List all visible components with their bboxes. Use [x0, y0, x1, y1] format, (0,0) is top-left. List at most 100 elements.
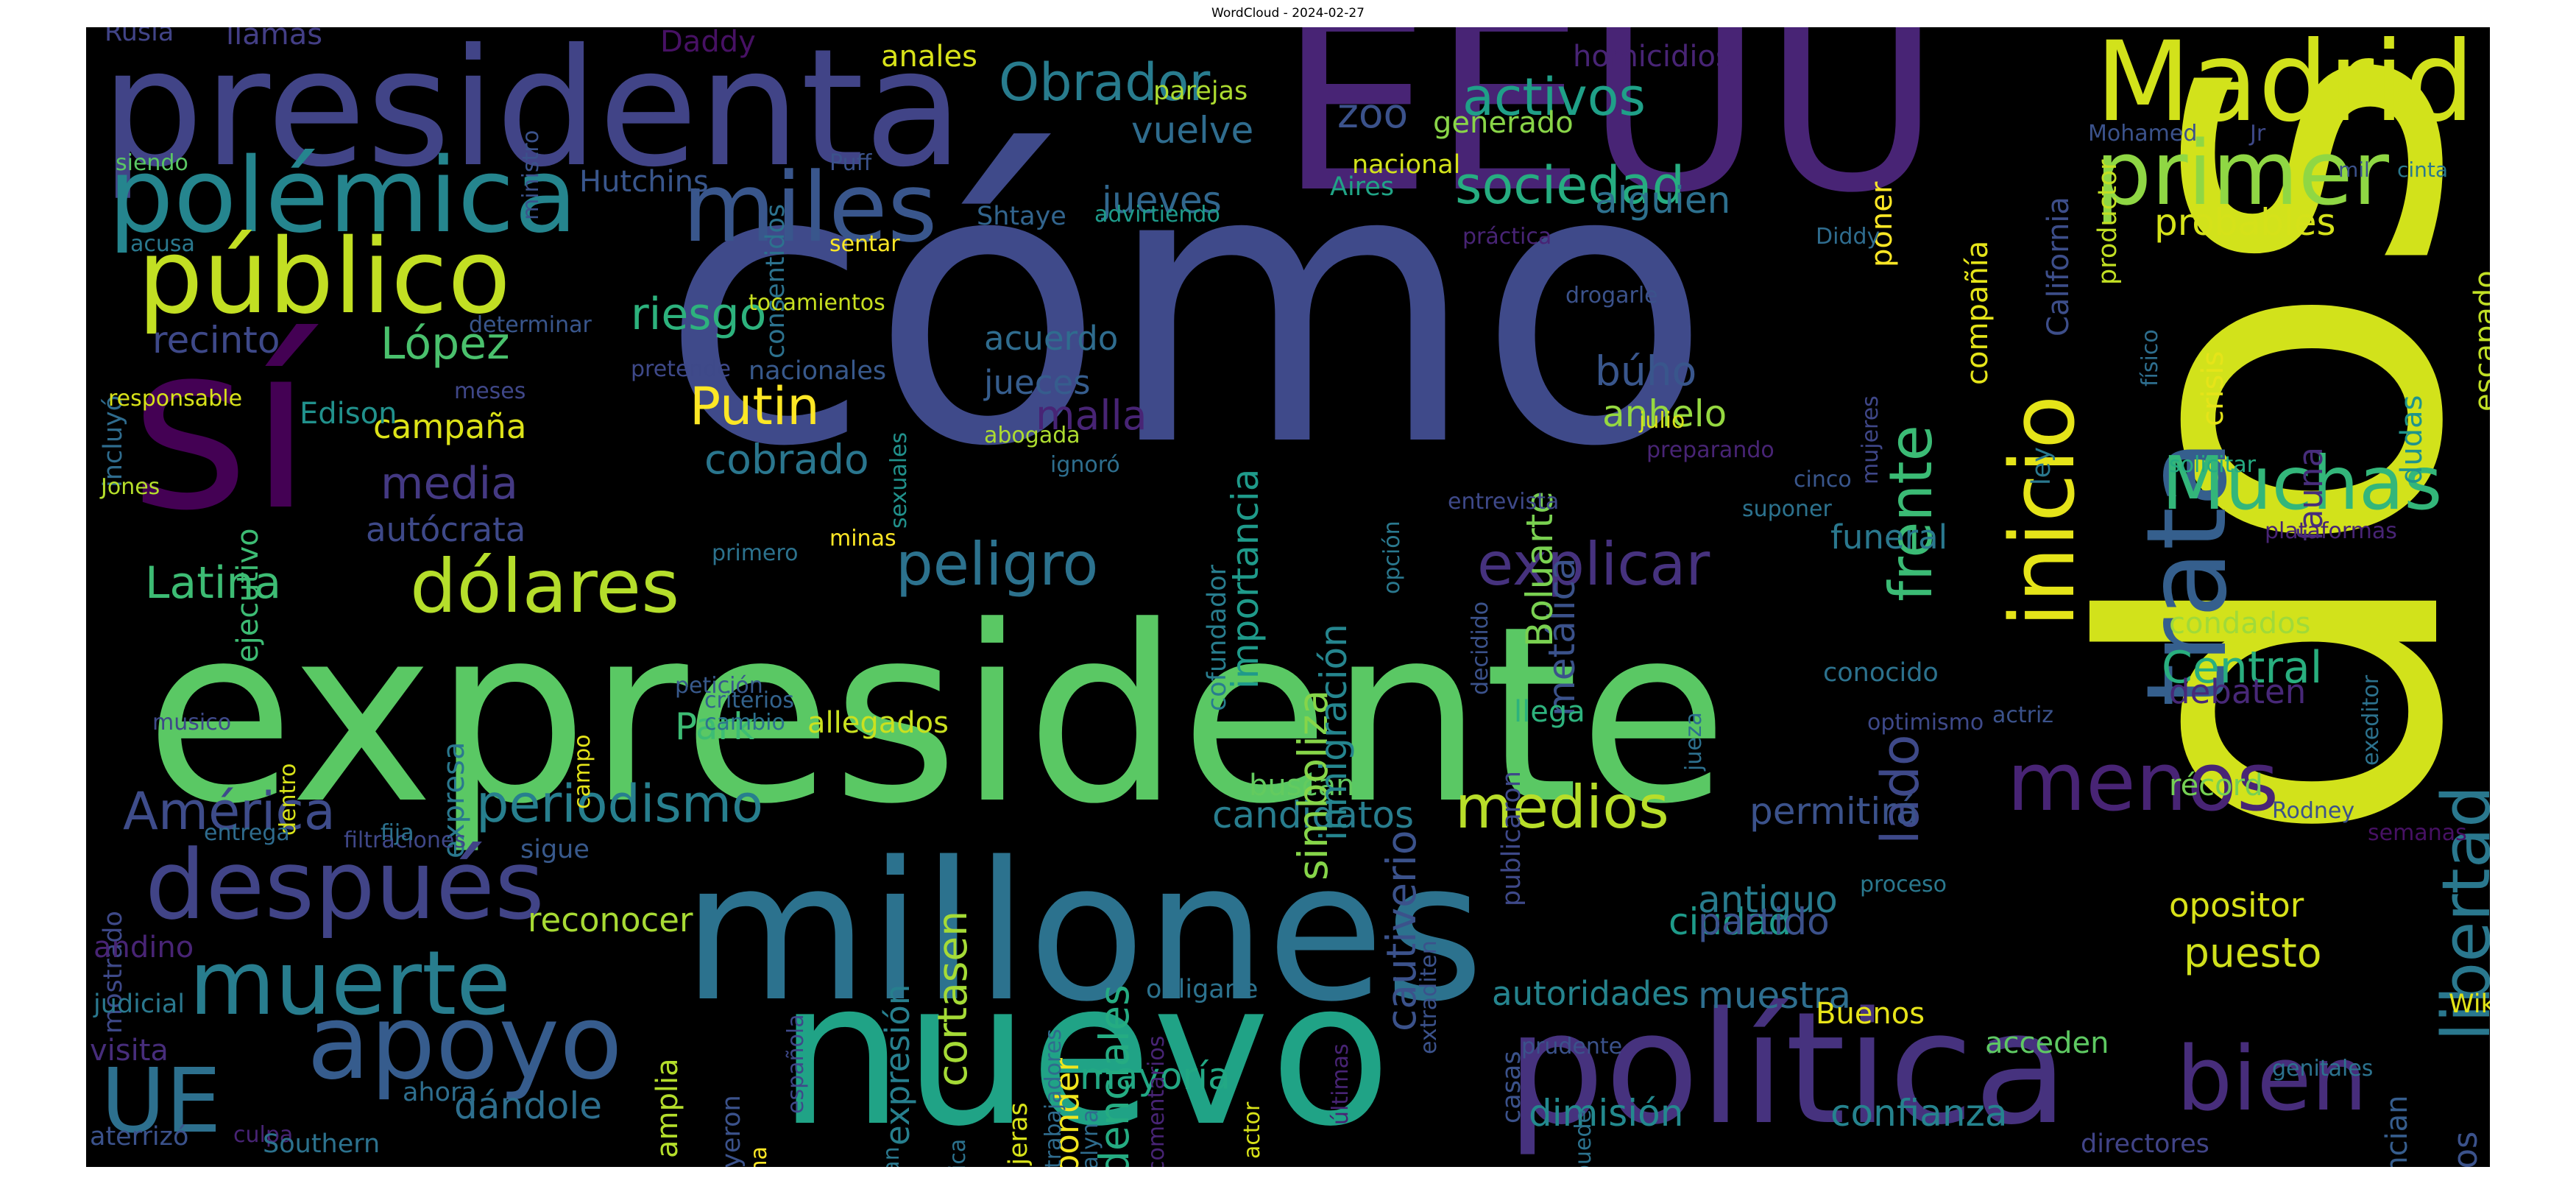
- word-159: proceso: [1860, 872, 1947, 897]
- word-188: reclama: [746, 1146, 772, 1167]
- word-2: expresidente: [145, 574, 1729, 857]
- word-29: América: [123, 781, 336, 842]
- word-66: funeral: [1830, 518, 1948, 557]
- word-23: bien: [2176, 1029, 2368, 1131]
- word-20: muerte: [189, 933, 511, 1035]
- word-148: Mohamed: [2088, 121, 2198, 147]
- word-158: semanas: [2368, 820, 2467, 846]
- word-83: jueces: [984, 363, 1091, 402]
- word-145: suponer: [1742, 496, 1832, 522]
- word-185: ahora: [403, 1078, 477, 1107]
- word-115: siendo: [116, 150, 188, 176]
- word-95: acceden: [1985, 1026, 2109, 1060]
- word-105: Aires: [1330, 172, 1395, 202]
- word-22: UE: [101, 1051, 222, 1153]
- word-68: debaten: [2169, 672, 2307, 711]
- word-89: escapado: [2469, 270, 2490, 412]
- word-70: candidatos: [1212, 794, 1415, 836]
- word-128: responsable: [108, 386, 243, 412]
- word-184: aterrizó: [90, 1122, 189, 1151]
- word-37: media: [381, 458, 518, 509]
- word-18: menos: [2007, 735, 2279, 829]
- word-157: Rodney: [2272, 798, 2355, 824]
- word-192: energética: [945, 1139, 971, 1167]
- word-14: inicio: [1992, 395, 2095, 627]
- word-74: inmigración: [1312, 624, 1355, 841]
- word-52: cobrado: [704, 436, 869, 483]
- word-189: destruyeron: [717, 1095, 746, 1167]
- word-155: conocido: [1823, 658, 1939, 688]
- word-25: medios: [1455, 773, 1669, 842]
- word-104: nacional: [1352, 150, 1461, 180]
- word-175: filtraciones: [344, 828, 466, 853]
- word-170: criterios: [704, 688, 795, 713]
- word-191: española: [783, 1014, 809, 1114]
- word-96: Buenos: [1816, 997, 1925, 1031]
- word-146: ley: [2027, 447, 2056, 485]
- word-90: dudas: [2395, 395, 2429, 484]
- word-12: Madrid: [2095, 27, 2475, 147]
- word-28: periodismo: [476, 774, 763, 834]
- word-42: opositor: [2169, 886, 2304, 925]
- word-19: después: [145, 829, 545, 941]
- word-47: confianza: [1830, 1092, 2008, 1135]
- word-36: López: [381, 318, 510, 370]
- word-161: casas: [1497, 1051, 1526, 1124]
- word-194: Halyna: [1078, 1109, 1103, 1167]
- word-186: Southern: [263, 1129, 381, 1159]
- word-59: probables: [2154, 201, 2336, 244]
- word-195: prudente: [1521, 1034, 1623, 1059]
- word-120: acusa: [130, 231, 195, 257]
- word-156: jueza: [1681, 712, 1707, 771]
- word-129: abogada: [984, 423, 1080, 448]
- word-130: ignoró: [1050, 452, 1120, 478]
- word-187: amplia: [651, 1058, 684, 1158]
- word-110: anales: [881, 40, 977, 74]
- word-169: petición: [675, 673, 763, 699]
- word-27: peligro: [896, 530, 1099, 599]
- word-123: tocamientos: [749, 290, 885, 316]
- word-84: malla: [1036, 392, 1147, 439]
- word-154: optimismo: [1867, 710, 1984, 736]
- word-63: búho: [1595, 348, 1697, 395]
- word-43: ciudad: [1669, 900, 1792, 943]
- word-44: antiguo: [1698, 878, 1838, 921]
- word-10: público: [138, 217, 511, 337]
- word-153: actriz: [1992, 702, 2054, 728]
- word-31: activos: [1462, 67, 1646, 127]
- word-34: Putin: [690, 376, 820, 437]
- word-137: entrevista: [1448, 489, 1560, 515]
- word-181: judicial: [93, 990, 185, 1019]
- word-167: trabajadores: [1041, 1029, 1066, 1167]
- word-78: expresión: [878, 984, 917, 1146]
- word-172: campo: [570, 734, 595, 810]
- word-45: partido: [1698, 900, 1830, 943]
- word-88: crisis: [2196, 350, 2230, 426]
- word-3: millones: [682, 822, 1485, 1044]
- word-85: autócrata: [366, 510, 526, 549]
- word-165: actor: [1239, 1101, 1265, 1159]
- word-4: nuevo: [778, 938, 1392, 1167]
- word-100: California: [2042, 197, 2076, 336]
- word-40: condados: [2169, 607, 2311, 641]
- word-166: comentarios: [1144, 1035, 1170, 1167]
- word-51: reconocer: [528, 900, 693, 939]
- word-6: sí: [130, 295, 313, 561]
- word-177: entrega: [204, 820, 290, 846]
- word-54: recinto: [152, 319, 280, 361]
- word-111: Daddy: [660, 27, 756, 59]
- word-162: publicaron: [1497, 771, 1526, 906]
- word-174: musico: [152, 710, 232, 736]
- word-99: compañía: [1961, 240, 1995, 385]
- word-92: gamberros: [2446, 1132, 2485, 1167]
- word-39: Central: [2162, 642, 2323, 694]
- word-119: sentar: [829, 231, 900, 257]
- word-199: cinta: [2397, 158, 2449, 182]
- word-139: julio: [1639, 408, 1685, 434]
- word-64: anhelo: [1602, 392, 1727, 435]
- word-108: advirtiendo: [1094, 202, 1220, 228]
- word-106: parejas: [1153, 77, 1248, 106]
- wordcloud-panel: cómo dos expresidente millones nuevo EEUU sí pr…: [86, 27, 2490, 1167]
- word-49: mayoría: [1080, 1055, 1231, 1098]
- word-176: sigue: [520, 835, 590, 864]
